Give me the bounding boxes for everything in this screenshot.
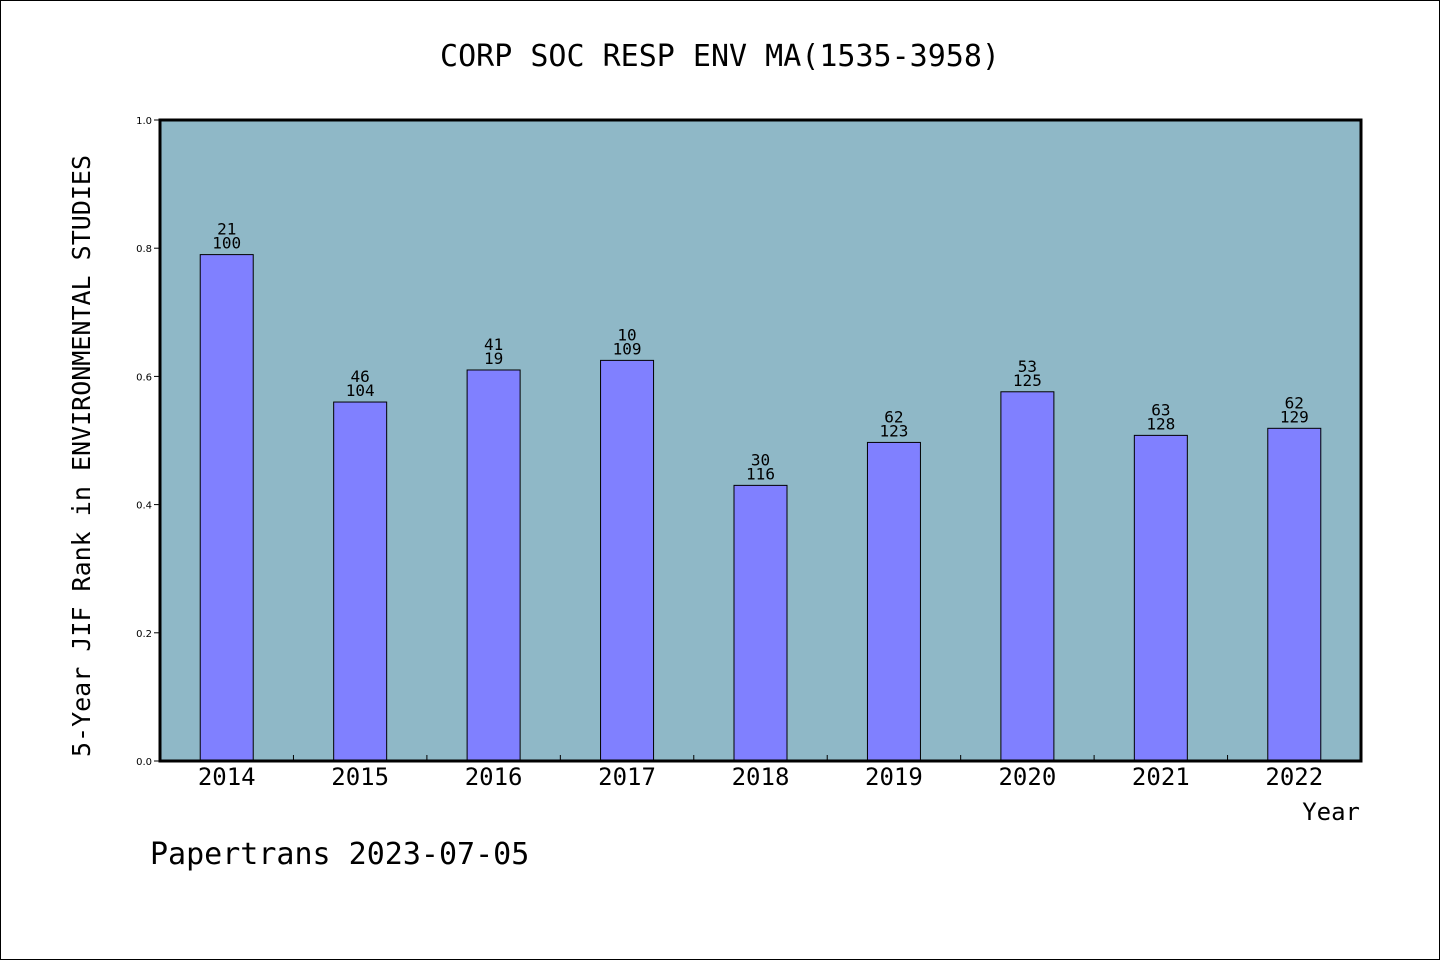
data-label-bottom-2021: 128	[1146, 414, 1175, 433]
y-tick-label: 0.6	[136, 372, 152, 383]
bar-2015	[333, 401, 388, 762]
data-label-bottom-2014: 100	[212, 234, 241, 253]
data-label-top-2018: 30	[751, 450, 770, 469]
x-tick-label-2021: 2021	[1132, 763, 1190, 791]
data-label-bottom-2016: 19	[484, 349, 503, 368]
data-label-top-2022: 62	[1285, 393, 1304, 412]
bar-2022	[1267, 427, 1322, 762]
x-axis-label: Year	[1302, 798, 1360, 826]
data-label-bottom-2015: 104	[346, 381, 375, 400]
x-tick-label-2015: 2015	[331, 763, 389, 791]
x-tick-label-2019: 2019	[865, 763, 923, 791]
footer-text: Papertrans 2023-07-05	[150, 837, 529, 872]
data-label-top-2020: 53	[1018, 357, 1037, 376]
data-label-top-2014: 21	[217, 220, 236, 239]
bars	[199, 254, 1322, 762]
x-tick-labels: 2014 2015 2016 2017 2018 2019 2020 2021 2022	[198, 763, 1323, 791]
x-tick-label-2014: 2014	[198, 763, 256, 791]
data-label-bottom-2022: 129	[1280, 407, 1309, 426]
y-tick-label: 1.0	[136, 116, 152, 127]
data-label-bottom-2020: 125	[1013, 371, 1042, 390]
bar-2020	[1000, 391, 1055, 762]
data-label-top-2015: 46	[351, 367, 370, 386]
bar-2017	[600, 359, 655, 762]
data-label-bottom-2019: 123	[879, 421, 908, 440]
y-tick-labels: 0.0 0.2 0.4 0.6 0.8 1.0	[136, 116, 152, 768]
data-label-bottom-2018: 116	[746, 464, 775, 483]
bar-2018	[733, 484, 788, 762]
y-tick-label: 0.0	[136, 757, 152, 768]
x-tick-label-2016: 2016	[465, 763, 523, 791]
bar-2014	[199, 254, 254, 762]
data-label-top-2019: 62	[884, 407, 903, 426]
y-tick-label: 0.4	[136, 501, 152, 512]
chart-title: CORP SOC RESP ENV MA(1535-3958)	[440, 39, 1000, 74]
data-label-top-2021: 63	[1151, 400, 1170, 419]
y-tick-label: 0.2	[136, 629, 152, 640]
bar-2016	[466, 369, 521, 762]
x-tick-label-2017: 2017	[598, 763, 656, 791]
x-tick-label-2022: 2022	[1265, 763, 1323, 791]
plot-border	[158, 118, 1363, 763]
data-label-top-2016: 41	[484, 335, 503, 354]
x-tick-label-2020: 2020	[998, 763, 1056, 791]
y-axis-label: 5-Year JIF Rank in ENVIRONMENTAL STUDIES	[67, 155, 96, 757]
data-labels: 2110046104411910109301166212353125631286…	[212, 220, 1308, 484]
data-label-top-2017: 10	[617, 325, 636, 344]
y-tick-label: 0.8	[136, 244, 152, 255]
bar-2021	[1133, 434, 1188, 762]
bar-2019	[866, 441, 921, 762]
x-tick-label-2018: 2018	[732, 763, 790, 791]
data-label-bottom-2017: 109	[613, 339, 642, 358]
